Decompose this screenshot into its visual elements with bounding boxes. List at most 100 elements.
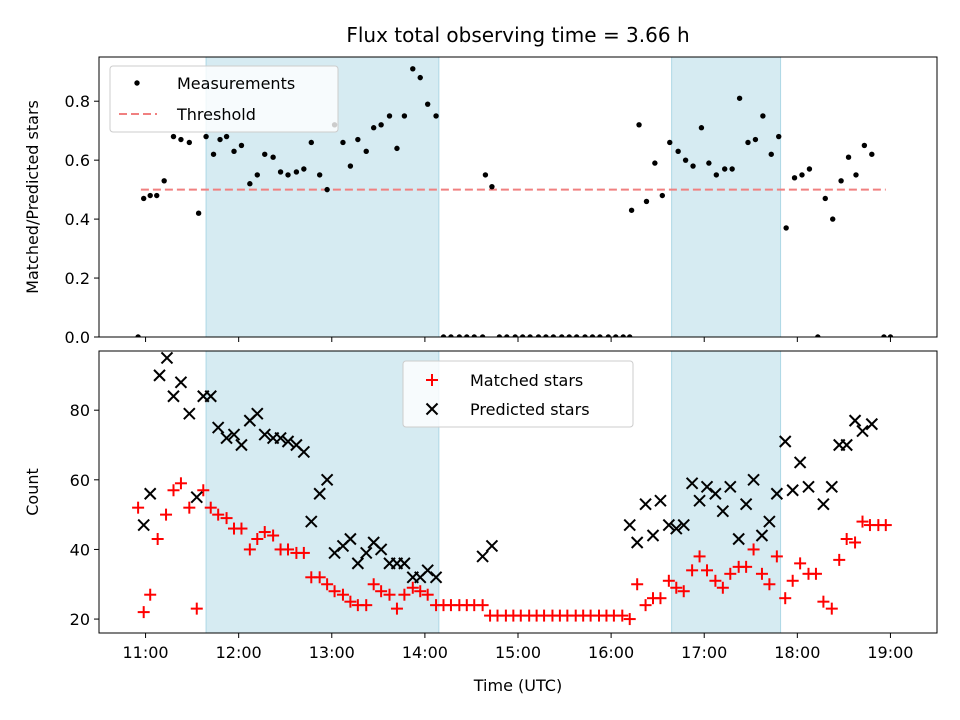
measurement-point [527,334,533,337]
matched-point [267,529,280,542]
measurement-point [582,334,588,337]
predicted-point-b [685,477,699,490]
predicted-point-b [825,480,838,493]
matched-point [398,588,411,601]
predicted-point [211,421,225,434]
predicted-point-b [709,487,722,500]
legend: Matched stars Predicted stars [402,360,634,428]
measurement-point [566,334,572,337]
y-tick-label: 0.6 [65,151,90,170]
measurement-point [147,192,153,199]
matched-point [747,543,760,556]
predicted-point-b [351,557,365,570]
measurement-point [535,334,542,337]
measurement-point [729,166,735,172]
predicted-point [160,351,174,365]
measurement-point [238,142,245,149]
predicted-point [693,494,706,507]
predicted-point [716,504,730,518]
predicted-point [755,529,769,542]
measurement-point [378,122,384,128]
measurement-point [482,172,489,178]
matched-point [406,581,419,594]
matched-point [716,581,729,594]
predicted-point [724,480,737,493]
predicted-point-b [313,487,326,500]
predicted-point [320,473,334,487]
measurement-point [643,198,650,205]
predicted-point-b [344,532,357,546]
x-tick-label: 15:00 [495,643,541,662]
predicted-point-b [646,529,660,542]
predicted-point [137,518,150,532]
predicted-point-b [429,571,443,584]
predicted-point-b [716,504,730,518]
measurement-point [887,334,894,337]
measurement-point [456,334,463,337]
matched-point [414,585,427,598]
measurement-point [791,175,798,181]
measurement-point [178,136,184,143]
predicted-point [700,480,714,493]
predicted-point-b [763,515,776,528]
predicted-point [779,435,792,448]
predicted-point-b [770,487,784,500]
legend-label-predicted: Predicted stars [470,400,590,419]
legend-marker-matched [426,374,438,386]
matched-point [360,599,373,612]
matched-point [755,567,768,580]
predicted-point [274,431,287,445]
chart-title: Flux total observing time = 3.66 h [346,23,689,47]
measurement-point [401,113,408,119]
legend-marker-predicted [425,402,439,416]
predicted-point-b [328,546,341,560]
predicted-point [747,473,760,487]
predicted-point [646,529,660,542]
predicted-point-b [153,369,166,382]
measurement-point [573,334,580,337]
predicted-point [305,515,318,528]
x-tick-label: 14:00 [402,643,448,662]
measurement-point [210,151,217,157]
predicted-point-b [251,407,264,420]
measurement-point [464,334,470,337]
predicted-point [793,456,807,469]
measurement-point [247,181,253,187]
predicted-point [235,438,248,452]
predicted-point-b [235,438,248,452]
predicted-point [654,494,667,507]
predicted-point-b [755,529,769,542]
predicted-point [153,369,166,382]
matched-point [833,553,846,566]
predicted-point-b [211,421,225,434]
matched-point [212,508,225,521]
predicted-point-b [654,494,667,507]
measurement-point [496,334,503,337]
matched-point [375,585,388,598]
measurement-point [597,334,603,337]
predicted-point-b [290,438,303,452]
measurement-point [471,334,477,337]
measurement-point [370,125,377,131]
predicted-point [709,487,722,500]
legend-label-measurements: Measurements [177,74,295,93]
matched-point [204,501,217,514]
legend-label-threshold: Threshold [176,105,256,124]
predicted-point-b [398,557,411,570]
predicted-point-b [630,536,644,549]
measurement-point [154,192,160,199]
measurement-point [861,142,868,149]
predicted-point [227,428,241,441]
predicted-point-b [747,473,760,487]
measurement-point [161,178,167,184]
predicted-point-b [174,376,188,389]
measurement-point [223,133,230,140]
predicted-point-b [320,473,334,487]
x-tick-label: 19:00 [867,643,913,662]
measurement-point [881,334,887,337]
measurement-point [440,334,447,337]
measurement-point [620,334,626,337]
y-tick-label: 0.8 [65,92,90,111]
x-tick-label: 17:00 [681,643,727,662]
